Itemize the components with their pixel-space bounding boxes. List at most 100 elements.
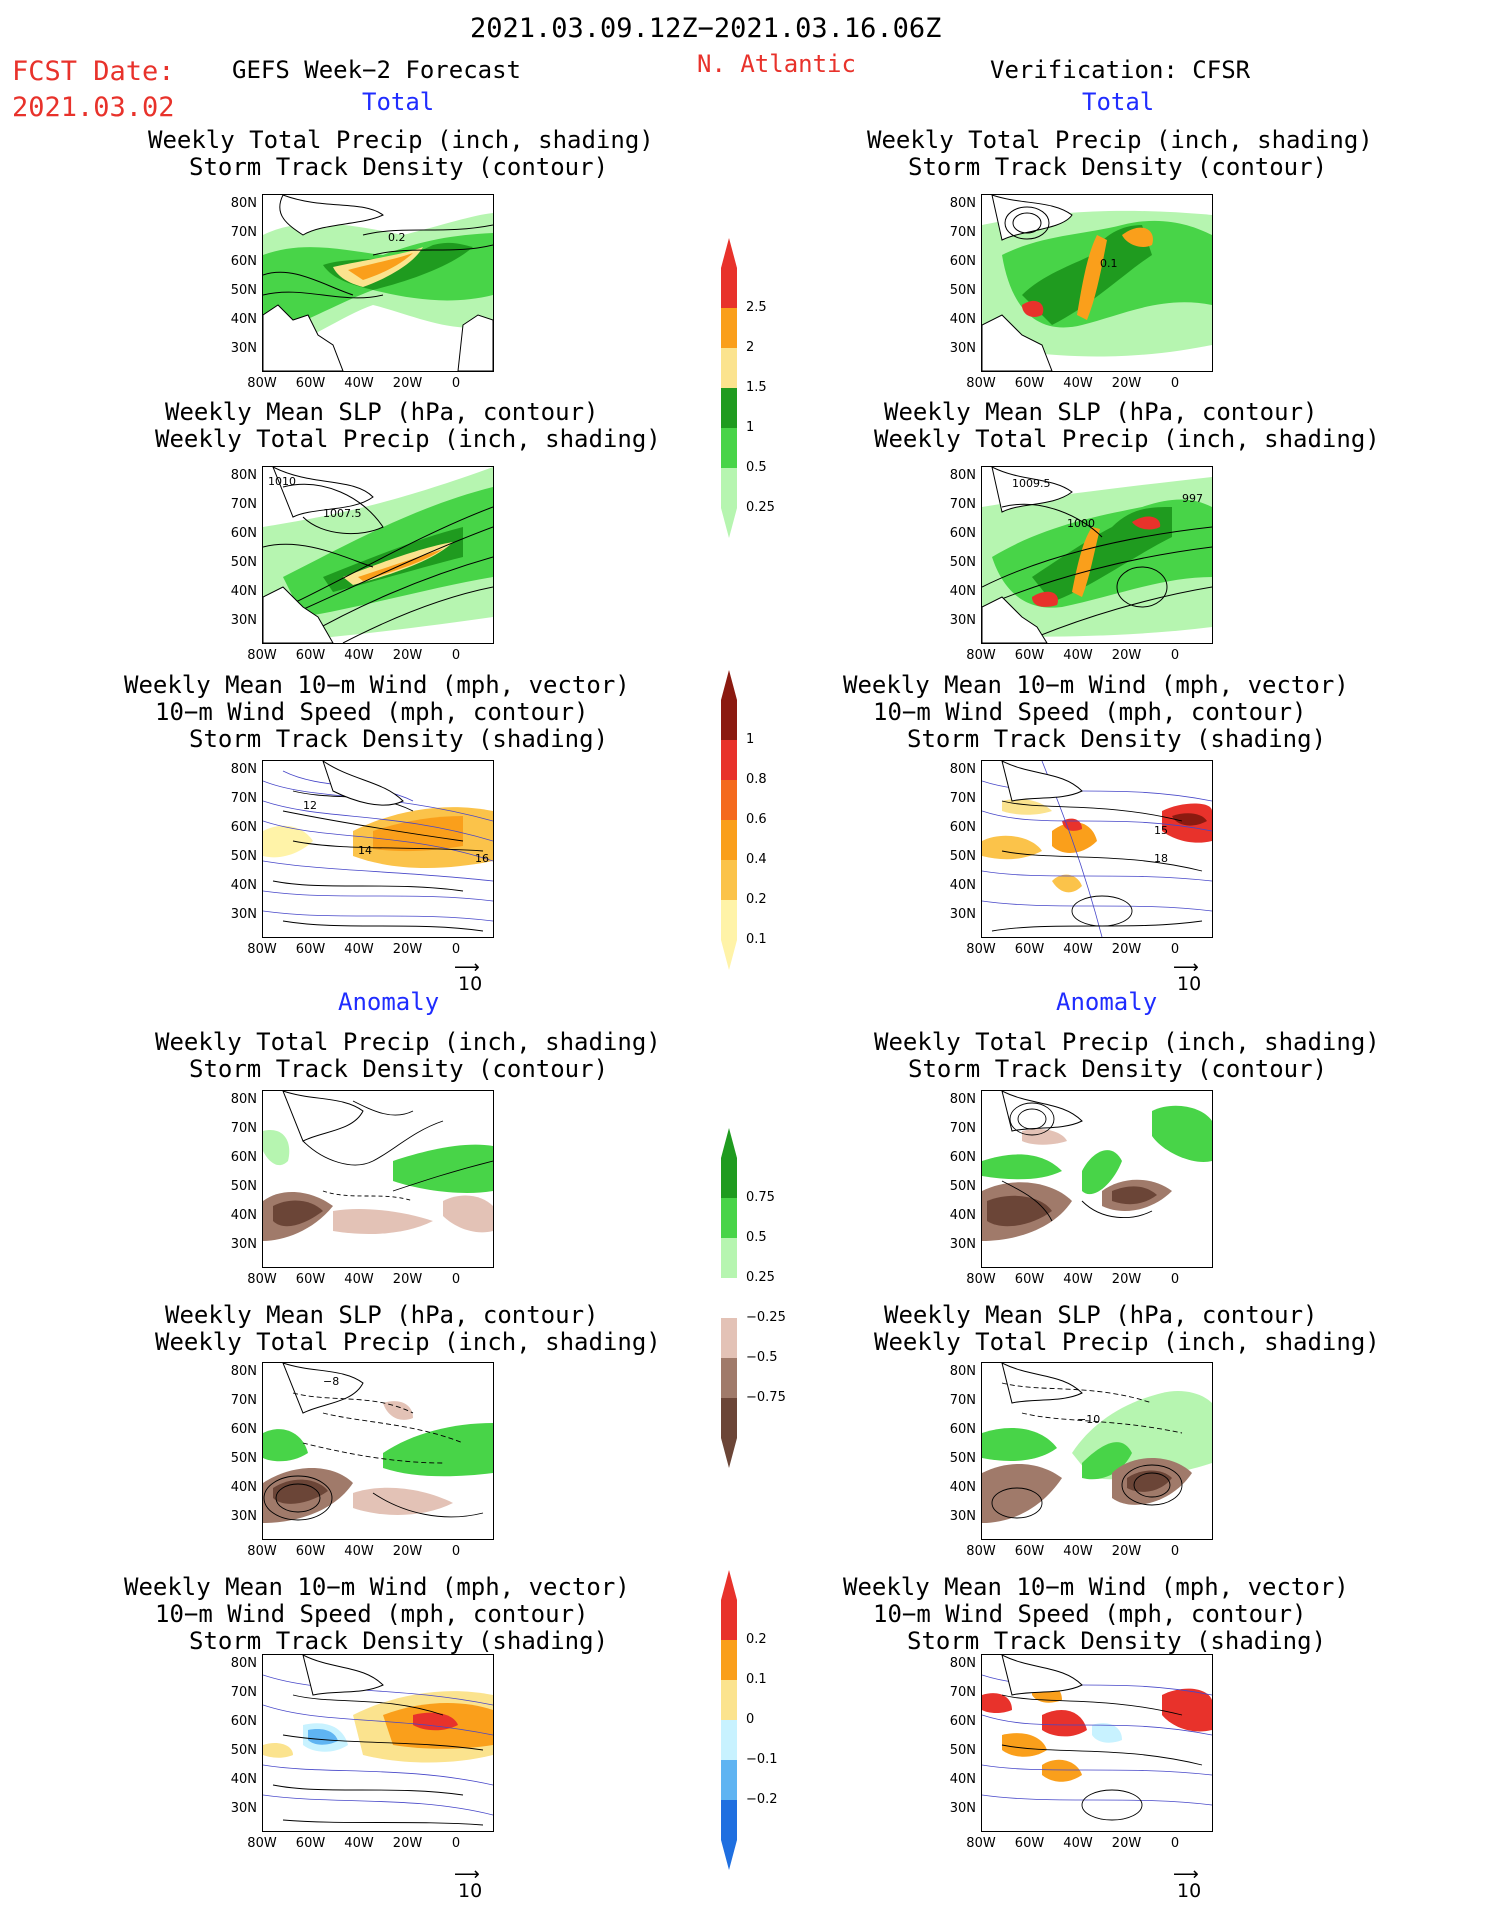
colorbar-label: 0.2 <box>746 1632 767 1647</box>
lon-tick-label: 60W <box>295 648 326 663</box>
colorbar-segment <box>721 1600 737 1640</box>
lon-tick-label: 60W <box>295 1836 326 1851</box>
lon-tick-label: 0 <box>1170 1544 1180 1559</box>
lon-tick-label: 20W <box>392 376 423 391</box>
lat-tick-label: 50N <box>230 849 257 864</box>
colorbar-segment <box>721 1318 737 1358</box>
panel-title-line: 10−m Wind Speed (mph, contour) <box>155 1600 589 1628</box>
panel-title-line: Weekly Mean 10−m Wind (mph, vector) <box>843 671 1349 699</box>
colorbar-bottom-arrow <box>721 1840 737 1870</box>
lat-tick-label: 30N <box>230 907 257 922</box>
lat-tick-label: 50N <box>949 1451 976 1466</box>
colorbar-segment <box>721 1760 737 1800</box>
lon-tick-label: 40W <box>1063 1544 1093 1559</box>
panel-title-line: Storm Track Density (contour) <box>189 1055 609 1083</box>
panel-title-line: Weekly Total Precip (inch, shading) <box>874 1028 1380 1056</box>
colorbar-segment <box>721 900 737 940</box>
lon-tick-label: 40W <box>1063 648 1093 663</box>
lat-tick-label: 30N <box>949 1237 976 1252</box>
lat-tick-label: 80N <box>949 1364 976 1379</box>
colorbar-bottom-arrow <box>721 1438 737 1468</box>
lat-tick-label: 40N <box>949 878 976 893</box>
lon-tick-label: 40W <box>344 648 374 663</box>
lat-tick-label: 30N <box>949 1801 976 1816</box>
section-anomaly-right: Anomaly <box>1056 988 1158 1016</box>
colorbar-segment <box>721 308 737 348</box>
colorbar-label: 0.25 <box>746 500 775 515</box>
panel-title-line: Weekly Total Precip (inch, shading) <box>155 1328 661 1356</box>
lat-tick-label: 70N <box>949 1685 976 1700</box>
colorbar-segment <box>721 388 737 428</box>
colorbar-segment <box>721 780 737 820</box>
lat-tick-label: 80N <box>230 762 257 777</box>
colorbar-label: 1.5 <box>746 380 767 395</box>
panel-title-line: Weekly Mean SLP (hPa, contour) <box>884 1301 1318 1329</box>
lon-tick-label: 40W <box>1063 1272 1093 1287</box>
lon-tick-label: 0 <box>451 648 461 663</box>
lat-tick-label: 70N <box>949 791 976 806</box>
lat-tick-label: 50N <box>949 555 976 570</box>
lat-tick-label: 50N <box>949 1743 976 1758</box>
lon-tick-label: 80W <box>966 648 996 663</box>
colorbar-label: −0.25 <box>746 1310 786 1325</box>
panel-title-line: Storm Track Density (shading) <box>907 1627 1327 1655</box>
lon-tick-label: 80W <box>966 1544 996 1559</box>
contour-label: −8 <box>323 1375 339 1388</box>
colorbar-graphic <box>721 1570 737 1870</box>
panel-title-line: Weekly Total Precip (inch, shading) <box>148 126 654 154</box>
lon-tick-label: 60W <box>1014 376 1045 391</box>
map-precip-track-forecast: 0.2 <box>262 194 494 372</box>
contour-label: −10 <box>1077 1413 1100 1426</box>
colorbar-label: 1 <box>746 420 755 435</box>
lon-tick-label: 20W <box>1111 376 1142 391</box>
lon-tick-label: 80W <box>966 376 996 391</box>
panel-title-line: Weekly Total Precip (inch, shading) <box>155 1028 661 1056</box>
colorbar-segment <box>721 1680 737 1720</box>
map-wind-track-forecast: 14 16 12 <box>262 760 494 938</box>
lon-tick-label: 80W <box>247 1544 277 1559</box>
colorbar-precip-total: 2.5 2 1.5 1 0.5 0.25 <box>716 238 775 542</box>
lat-tick-label: 80N <box>230 1092 257 1107</box>
lat-tick-label: 30N <box>230 341 257 356</box>
colorbar-segment <box>721 1158 737 1198</box>
colorbar-track-total: 1 0.8 0.6 0.4 0.2 0.1 <box>716 670 767 974</box>
colorbar-top-arrow <box>721 670 737 700</box>
lat-tick-label: 70N <box>230 791 257 806</box>
colorbar-label: 0.6 <box>746 812 767 827</box>
map-precip-anomaly-forecast <box>262 1090 494 1268</box>
lon-tick-label: 0 <box>1170 1272 1180 1287</box>
lon-tick-label: 40W <box>344 942 374 957</box>
colorbar-label: 0.1 <box>746 932 767 947</box>
lat-tick-label: 80N <box>230 1364 257 1379</box>
lon-tick-label: 40W <box>344 1836 374 1851</box>
lon-tick-label: 20W <box>392 1544 423 1559</box>
lat-tick-label: 40N <box>949 1208 976 1223</box>
panel-title-line: Weekly Mean SLP (hPa, contour) <box>165 398 599 426</box>
colorbar-segment <box>721 1800 737 1840</box>
colorbar-segment <box>721 268 737 308</box>
lon-tick-label: 0 <box>451 1836 461 1851</box>
contour-label: 1007.5 <box>323 507 362 520</box>
contour-label: 16 <box>475 852 489 865</box>
lon-tick-label: 80W <box>247 648 277 663</box>
lat-tick-label: 30N <box>230 1509 257 1524</box>
map-precip-anomaly-verification <box>981 1090 1213 1268</box>
lat-tick-label: 80N <box>230 1656 257 1671</box>
map-precip-track-verification: 0.1 <box>981 194 1213 372</box>
colorbar-graphic <box>721 238 737 538</box>
lon-tick-label: 0 <box>451 1544 461 1559</box>
colorbar-segment <box>721 1720 737 1760</box>
lat-tick-label: 60N <box>230 1422 257 1437</box>
panel-title-line: Weekly Total Precip (inch, shading) <box>155 425 661 453</box>
lat-tick-label: 80N <box>949 762 976 777</box>
colorbar-graphic <box>721 1128 737 1468</box>
lat-tick-label: 40N <box>949 584 976 599</box>
lat-tick-label: 60N <box>230 254 257 269</box>
lon-tick-label: 20W <box>392 942 423 957</box>
colorbar-top-arrow <box>721 1128 737 1158</box>
colorbar-segment <box>721 820 737 860</box>
lon-tick-label: 0 <box>1170 376 1180 391</box>
colorbar-top-arrow <box>721 238 737 268</box>
lat-tick-label: 30N <box>230 1801 257 1816</box>
lon-tick-label: 80W <box>966 942 996 957</box>
